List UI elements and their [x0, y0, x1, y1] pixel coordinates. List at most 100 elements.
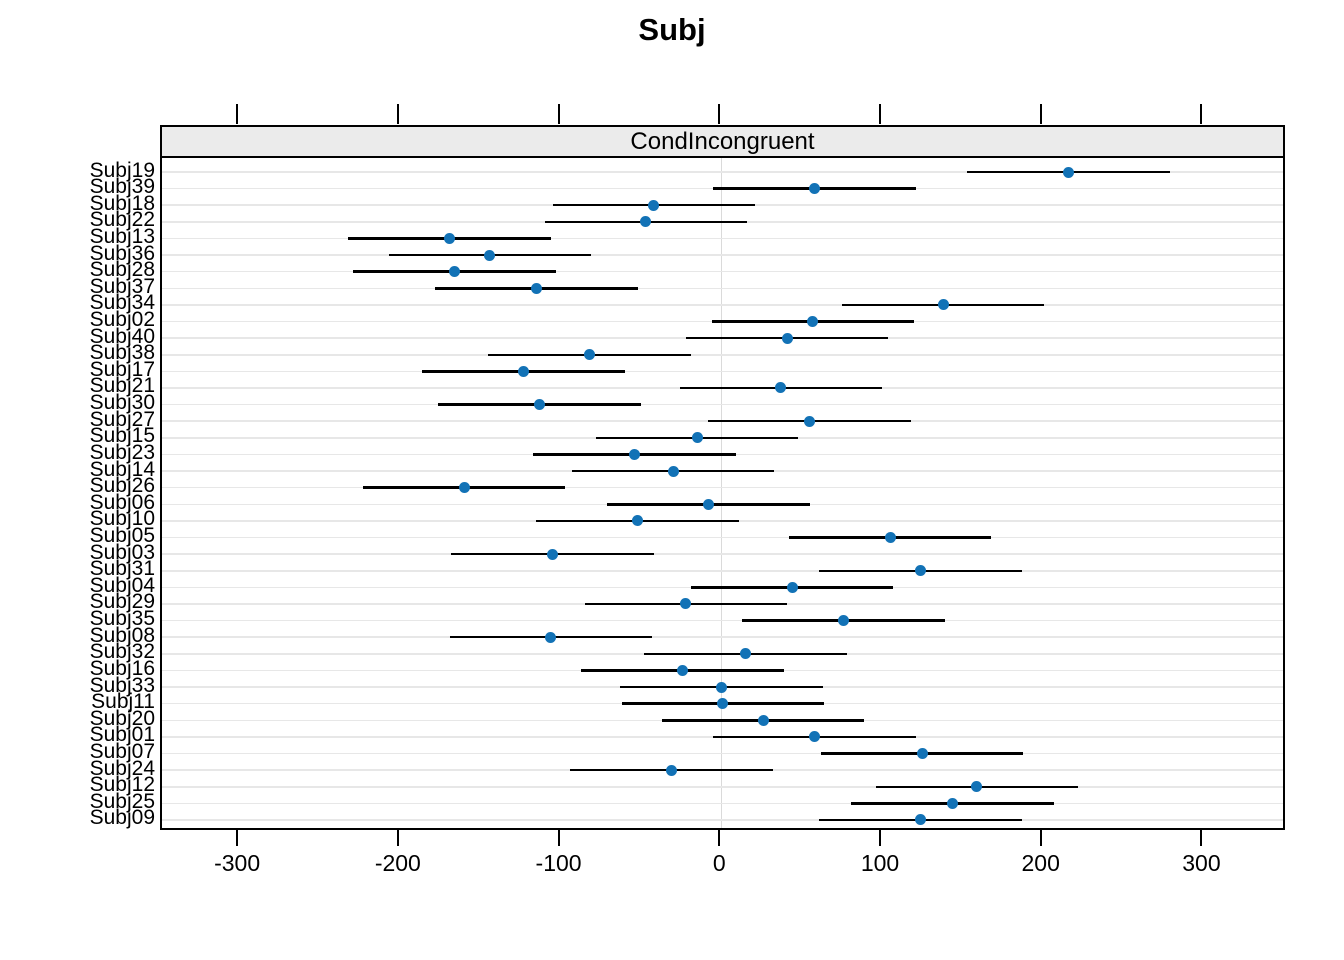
point-estimate: [837, 615, 849, 627]
point-estimate: [547, 548, 559, 560]
row-gridline: [162, 570, 1283, 572]
row-label: Subj39: [89, 175, 155, 199]
top-tick-mark: [1039, 104, 1042, 124]
row-label: Subj18: [89, 191, 155, 215]
bottom-tick-mark: [879, 830, 881, 846]
point-estimate: [632, 515, 644, 527]
plot-region: [162, 158, 1283, 828]
panel-strip-label: CondIncongruent: [630, 127, 815, 155]
point-estimate: [884, 532, 896, 544]
row-label: Subj16: [89, 656, 155, 680]
row-gridline: [162, 354, 1283, 356]
point-estimate: [739, 648, 751, 660]
row-gridline: [162, 254, 1283, 256]
point-estimate: [677, 664, 689, 676]
row-label: Subj17: [89, 357, 155, 381]
point-estimate: [667, 465, 679, 477]
row-label: Subj36: [89, 241, 155, 265]
point-estimate: [518, 365, 530, 377]
point-estimate: [691, 432, 703, 444]
row-gridline: [162, 403, 1283, 406]
row-label: Subj40: [89, 324, 155, 348]
point-estimate: [444, 232, 456, 244]
bottom-tick-mark: [1200, 830, 1203, 846]
row-label: Subj23: [89, 440, 155, 464]
point-estimate: [971, 781, 983, 793]
row-gridline: [162, 287, 1283, 290]
row-label: Subj03: [89, 540, 155, 564]
row-label: Subj01: [89, 723, 155, 747]
row-gridline: [162, 553, 1283, 555]
row-label: Subj10: [89, 507, 155, 531]
row-gridline: [162, 304, 1283, 306]
bottom-tick-mark: [1039, 830, 1042, 846]
x-tick-label: -200: [374, 850, 421, 876]
point-estimate: [702, 498, 714, 510]
row-gridline: [162, 536, 1283, 539]
point-estimate: [484, 249, 496, 261]
row-label: Subj13: [89, 224, 155, 248]
point-estimate: [809, 183, 820, 195]
point-estimate: [640, 216, 652, 228]
top-tick-mark: [557, 104, 560, 124]
bottom-tick-mark: [718, 830, 721, 846]
point-estimate: [534, 399, 546, 411]
row-gridline: [162, 270, 1283, 273]
point-estimate: [786, 581, 798, 593]
row-gridline: [162, 619, 1283, 622]
bottom-tick-mark: [236, 830, 239, 846]
row-gridline: [162, 486, 1283, 489]
row-label: Subj07: [89, 740, 155, 764]
bottom-tick-mark: [396, 830, 399, 846]
row-label: Subj35: [89, 607, 155, 631]
point-estimate: [680, 598, 692, 610]
row-label: Subj22: [89, 208, 155, 232]
point-estimate: [809, 731, 820, 743]
top-tick-mark: [1200, 104, 1203, 124]
row-label: Subj21: [89, 374, 155, 398]
row-label: Subj08: [89, 623, 155, 647]
zero-gridline: [720, 158, 723, 828]
point-estimate: [1062, 166, 1074, 178]
row-gridline: [162, 752, 1283, 755]
row-label: Subj06: [89, 490, 155, 514]
point-estimate: [947, 797, 959, 809]
x-tick-label: 200: [1021, 850, 1060, 876]
point-estimate: [915, 814, 927, 826]
point-estimate: [804, 415, 816, 427]
bottom-tick-mark: [557, 830, 560, 846]
point-estimate: [915, 565, 927, 577]
top-tick-mark: [718, 104, 721, 124]
panel-strip: CondIncongruent: [162, 127, 1283, 158]
x-tick-label: 100: [860, 850, 900, 876]
row-label: Subj27: [89, 407, 155, 431]
row-label: Subj12: [89, 773, 155, 797]
row-gridline: [162, 171, 1283, 173]
row-label: Subj33: [89, 673, 155, 697]
point-estimate: [715, 681, 727, 693]
row-gridline: [162, 786, 1283, 788]
row-label: Subj31: [89, 557, 155, 581]
point-estimate: [629, 448, 640, 460]
top-tick-mark: [879, 104, 881, 124]
x-tick-label: 0: [712, 850, 726, 876]
top-tick-mark: [396, 104, 399, 124]
row-label: Subj32: [89, 640, 155, 664]
row-label: Subj04: [89, 573, 155, 597]
row-label: Subj34: [89, 291, 155, 315]
chart-title: Subj: [638, 12, 706, 47]
point-estimate: [449, 266, 460, 278]
row-gridline: [162, 802, 1283, 805]
row-gridline: [162, 237, 1283, 240]
row-label: Subj26: [89, 474, 155, 498]
point-estimate: [807, 316, 819, 328]
row-label: Subj24: [89, 756, 155, 780]
row-label: Subj02: [89, 308, 155, 332]
plot-panel: CondIncongruent: [160, 125, 1285, 830]
row-label: Subj15: [89, 424, 155, 448]
row-label: Subj28: [89, 258, 155, 282]
point-estimate: [530, 282, 542, 294]
row-gridline: [162, 819, 1283, 821]
point-estimate: [545, 631, 557, 643]
